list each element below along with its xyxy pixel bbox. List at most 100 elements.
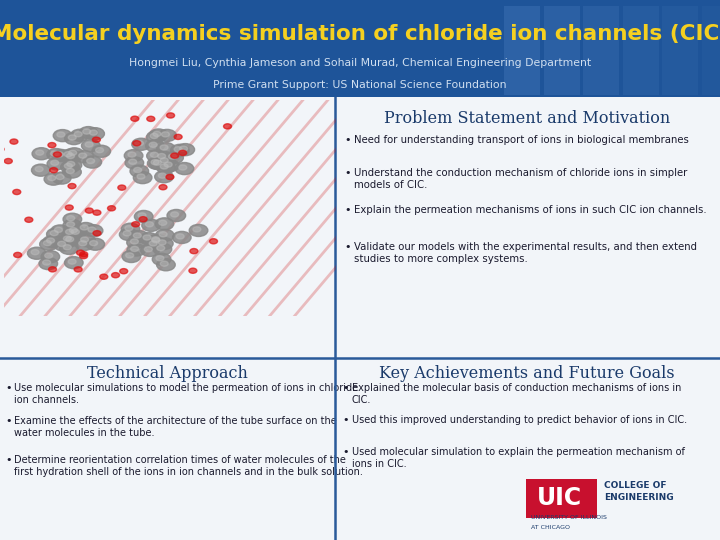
Circle shape	[24, 217, 33, 222]
Circle shape	[52, 150, 71, 161]
Circle shape	[167, 210, 186, 221]
Circle shape	[175, 163, 194, 174]
Circle shape	[152, 237, 160, 242]
Circle shape	[132, 140, 140, 146]
Circle shape	[158, 240, 166, 245]
Circle shape	[71, 229, 79, 234]
Circle shape	[176, 234, 184, 239]
Circle shape	[66, 168, 74, 173]
Text: •: •	[5, 455, 12, 465]
Circle shape	[120, 228, 138, 240]
Circle shape	[93, 210, 101, 215]
Circle shape	[127, 237, 145, 248]
Circle shape	[63, 236, 71, 241]
Circle shape	[129, 159, 137, 164]
Circle shape	[65, 256, 83, 269]
Circle shape	[130, 231, 148, 242]
Circle shape	[92, 145, 111, 157]
Circle shape	[153, 243, 172, 255]
Circle shape	[152, 238, 160, 243]
Text: •: •	[344, 168, 351, 178]
Circle shape	[62, 234, 81, 246]
Circle shape	[146, 131, 165, 143]
FancyBboxPatch shape	[0, 97, 720, 540]
Text: Used molecular simulation to explain the permeation mechanism of
ions in CIC.: Used molecular simulation to explain the…	[352, 447, 685, 469]
Circle shape	[189, 225, 208, 237]
Circle shape	[68, 135, 76, 140]
Circle shape	[50, 151, 58, 156]
Circle shape	[156, 230, 174, 241]
Circle shape	[130, 165, 148, 177]
Circle shape	[154, 151, 173, 163]
Circle shape	[50, 231, 58, 235]
Circle shape	[145, 239, 164, 251]
Circle shape	[31, 249, 39, 255]
Circle shape	[100, 274, 108, 279]
Circle shape	[89, 240, 98, 246]
Circle shape	[142, 219, 161, 232]
Circle shape	[76, 222, 95, 234]
FancyBboxPatch shape	[522, 479, 597, 518]
Circle shape	[75, 238, 94, 251]
Circle shape	[132, 138, 150, 150]
Circle shape	[66, 230, 73, 234]
Circle shape	[153, 160, 161, 165]
Circle shape	[139, 217, 147, 222]
Circle shape	[93, 231, 101, 236]
Circle shape	[166, 174, 174, 180]
Circle shape	[161, 158, 168, 163]
Circle shape	[176, 144, 194, 156]
Circle shape	[171, 153, 179, 158]
Circle shape	[71, 129, 89, 141]
Text: Explained the molecular basis of conduction mechanisms of ions in
CIC.: Explained the molecular basis of conduct…	[352, 383, 681, 404]
Circle shape	[150, 133, 158, 139]
Circle shape	[92, 137, 100, 143]
Circle shape	[152, 253, 171, 265]
Circle shape	[53, 130, 72, 141]
FancyBboxPatch shape	[623, 6, 659, 95]
Circle shape	[41, 251, 60, 263]
Circle shape	[122, 251, 140, 262]
Circle shape	[125, 150, 143, 161]
Circle shape	[168, 154, 176, 159]
Text: •: •	[342, 447, 348, 457]
Circle shape	[85, 142, 93, 147]
Circle shape	[57, 132, 65, 137]
Circle shape	[75, 151, 94, 163]
Circle shape	[210, 239, 217, 244]
Circle shape	[143, 235, 151, 240]
Circle shape	[127, 244, 145, 256]
Circle shape	[47, 238, 55, 243]
Circle shape	[32, 164, 50, 176]
FancyBboxPatch shape	[0, 0, 720, 97]
Circle shape	[130, 246, 138, 252]
Circle shape	[148, 234, 166, 246]
Circle shape	[86, 238, 104, 250]
Circle shape	[48, 267, 57, 272]
Circle shape	[68, 150, 76, 156]
Circle shape	[39, 258, 58, 269]
Text: AT CHICAGO: AT CHICAGO	[531, 525, 570, 530]
Circle shape	[66, 205, 73, 210]
Circle shape	[50, 160, 59, 165]
Circle shape	[48, 143, 56, 148]
Circle shape	[78, 153, 86, 158]
Text: Molecular dynamics simulation of chloride ion channels (CIC): Molecular dynamics simulation of chlorid…	[0, 24, 720, 44]
Circle shape	[137, 174, 145, 179]
Circle shape	[171, 144, 189, 157]
Circle shape	[10, 139, 18, 144]
Circle shape	[67, 215, 75, 221]
Circle shape	[88, 227, 96, 232]
Circle shape	[179, 146, 188, 151]
Text: Understand the conduction mechanism of chloride ions in simpler
models of CIC.: Understand the conduction mechanism of c…	[354, 168, 688, 190]
Circle shape	[171, 212, 179, 217]
Circle shape	[63, 213, 81, 225]
Circle shape	[140, 233, 158, 245]
Circle shape	[45, 253, 53, 258]
Circle shape	[173, 232, 191, 244]
Text: •: •	[5, 416, 12, 426]
Circle shape	[157, 259, 175, 271]
Circle shape	[80, 253, 88, 259]
Circle shape	[55, 152, 63, 157]
FancyBboxPatch shape	[504, 6, 540, 95]
